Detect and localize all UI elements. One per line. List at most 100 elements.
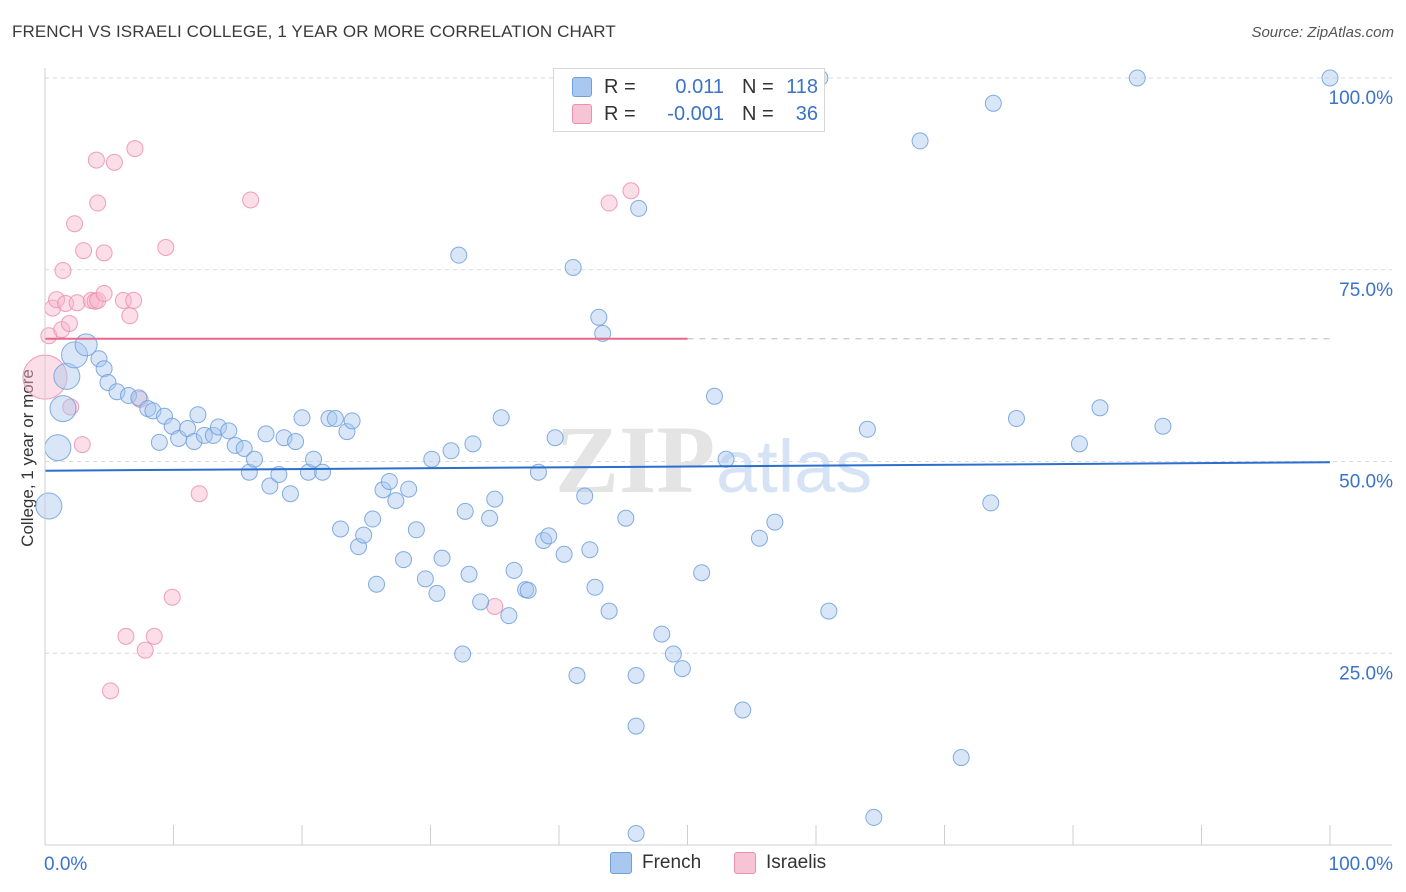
french-point [576,487,594,505]
israelis-point [89,194,107,212]
french-points [35,69,1339,842]
french-point [209,418,227,436]
french-point [486,490,504,508]
israelis-point [54,262,72,280]
french-point [195,426,213,444]
french-point [368,575,386,593]
israelis-point [242,191,260,209]
french-point [1128,69,1146,87]
bottom-french-swatch [610,852,632,874]
israelis-point [68,294,86,312]
french-point [982,494,1000,512]
french-point [664,645,682,663]
israelis-point [105,153,123,171]
french-point [472,593,490,611]
french-point [617,509,635,527]
french-point [750,529,768,547]
french-point [257,425,275,443]
french-point [428,584,446,602]
french-point [450,246,468,264]
bottom-israelis-label: Israelis [766,852,827,873]
french-point [287,433,305,451]
french-point [189,406,207,424]
french-point [564,258,582,276]
french-point [581,541,599,559]
french-point [332,520,350,538]
bottom-legend-israelis: Israelis [734,852,826,874]
israelis-point [75,242,93,260]
french-point [734,701,752,719]
french-point [338,423,356,441]
french-trend-line [44,461,1331,472]
french-point [35,492,63,520]
french-point [568,666,586,684]
french-point [1007,410,1025,428]
bottom-french-label: French [642,852,702,873]
french-n-value: 118 [786,75,818,98]
french-point [600,602,618,620]
israelis-r-value: -0.001 [667,102,724,125]
french-point [594,324,612,342]
legend: R = 0.011 N = 118 R = -0.001 N = 36 [553,68,825,132]
french-point [673,660,691,678]
french-point [627,717,645,735]
french-point [535,532,553,550]
watermark-zip: ZIP [555,406,715,513]
french-point [717,450,735,468]
french-point [1321,69,1339,87]
french-point [416,570,434,588]
y-tick-label: 100.0% [1329,88,1394,109]
french-point [226,436,244,454]
israelis-r-label: R = [604,102,636,125]
french-point [586,578,604,596]
french-point [519,581,537,599]
french-point [492,409,510,427]
french-point [270,466,288,484]
israelis-point [145,627,163,645]
israelis-point [95,244,113,262]
french-point [326,410,344,428]
french-point [245,450,263,468]
israelis-point [89,291,107,309]
chart-title: FRENCH VS ISRAELI COLLEGE, 1 YEAR OR MOR… [12,22,616,41]
french-point [400,480,418,498]
french-point [204,426,222,444]
israelis-swatch [572,104,592,124]
israelis-point [87,151,105,169]
israelis-point [126,140,144,158]
french-point [865,808,883,826]
french-point [49,395,77,423]
french-point [590,308,608,326]
israelis-point [114,291,132,309]
french-point [374,481,392,499]
french-point [456,502,474,520]
israelis-point [136,641,154,659]
trend-layer [44,337,1331,472]
french-point [423,450,441,468]
french-point [627,824,645,842]
bottom-israelis-swatch [734,852,756,874]
french-point [1070,435,1088,453]
israelis-point [102,682,120,700]
french-point [911,132,929,150]
source-label: Source: ZipAtlas.com [1251,24,1394,41]
french-point [99,373,117,391]
french-n-label: N = [742,75,774,98]
israelis-point [190,485,208,503]
french-point [705,387,723,405]
y-tick-label: 25.0% [1339,663,1393,684]
french-point [343,412,361,430]
french-point [320,410,338,428]
french-point [555,545,573,563]
french-point [952,749,970,767]
french-point [380,472,398,490]
israelis-n-label: N = [742,102,774,125]
french-point [1091,399,1109,417]
french-point [355,526,373,544]
french-point [442,442,460,460]
israelis-point [600,194,618,212]
french-point [90,350,108,368]
y-tick-label: 50.0% [1339,472,1393,493]
israelis-point [157,239,175,257]
